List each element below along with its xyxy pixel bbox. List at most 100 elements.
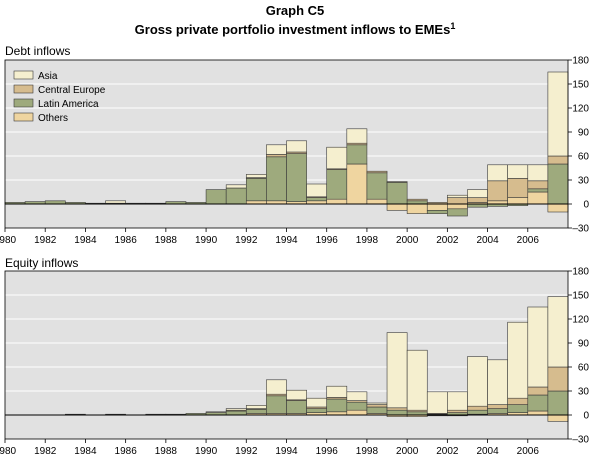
bar-others-1999 [386,203,408,211]
legend-swatch-latin-america [13,98,34,108]
x-tick-label: 2006 [517,446,540,457]
bar-latin-america-1992 [245,178,267,202]
bar-asia-1995 [306,183,328,198]
bar-asia-1998 [366,402,388,405]
bar-asia-2004 [487,359,508,405]
bar-latin-america-1993 [266,395,287,414]
bar-central-europe-2006 [527,180,549,190]
legend-label-central-europe: Central Europe [38,85,106,96]
bar-asia-1993 [266,379,287,395]
bar-central-europe-2005 [507,397,529,405]
y-tick-label: 30 [578,176,590,187]
bar-latin-america-2006 [527,188,549,193]
y-tick-label: 120 [572,104,589,115]
bar-central-europe-2007 [547,155,569,165]
x-tick-label: 1990 [195,446,218,457]
bar-asia-1994 [286,389,307,401]
x-tick-label: 2000 [396,446,419,457]
bar-latin-america-1998 [366,172,388,200]
bar-central-europe-2003 [467,197,488,203]
bar-central-europe-2004 [487,180,508,202]
bar-asia-2005 [507,164,529,179]
bar-others-2002 [447,203,468,210]
y-tick-label: 90 [578,128,590,139]
y-tick-label: 120 [572,315,589,326]
bar-central-europe-2007 [547,366,569,392]
bar-latin-america-1999 [386,409,408,416]
bar-latin-america-2007 [547,390,569,416]
bar-asia-1996 [326,385,348,398]
graph-label: Graph C5 [266,3,325,18]
bar-others-2006 [527,191,549,205]
y-tick-label: 60 [578,363,590,374]
x-tick-label: 1982 [34,446,57,457]
bar-others-1997 [346,163,368,205]
y-tick-label: 90 [578,339,590,350]
bar-central-europe-2006 [527,386,549,396]
legend-label-others: Others [38,113,68,124]
chart-title: Gross private portfolio investment inflo… [135,21,456,37]
x-tick-label: 2004 [476,446,499,457]
bar-central-europe-2005 [507,178,529,198]
panel-title: Debt inflows [5,44,70,58]
y-tick-label: 60 [578,152,590,163]
bar-latin-america-2005 [507,404,529,413]
bar-latin-america-1996 [326,169,348,200]
bar-asia-1990 [205,411,227,413]
bar-asia-2007 [547,296,569,368]
x-tick-label: 1992 [235,235,258,246]
bar-latin-america-2001 [426,210,448,214]
x-tick-label: 1994 [275,235,298,246]
panel-title: Equity inflows [5,256,78,270]
y-tick-label: 180 [572,267,589,278]
y-tick-label: 0 [583,411,589,422]
bar-asia-2000 [406,349,428,411]
bar-others-1997 [346,409,368,416]
bar-central-europe-1998 [366,170,388,174]
x-tick-label: 1996 [316,446,339,457]
bar-others-2000 [406,203,428,214]
bar-central-europe-2002 [447,409,468,413]
legend-swatch-others [13,112,34,122]
x-tick-label: 1998 [356,235,379,246]
bar-latin-america-1993 [266,156,287,202]
x-tick-label: 1994 [275,446,298,457]
bar-others-2007 [547,203,569,213]
bar-latin-america-2006 [527,394,549,412]
x-tick-label: 1986 [115,235,138,246]
bar-others-1996 [326,198,348,205]
bar-central-europe-1999 [386,407,408,411]
bar-asia-1997 [346,391,368,401]
bar-central-europe-1999 [386,181,408,183]
bar-asia-2002 [447,391,468,411]
bar-others-2001 [426,203,448,211]
legend-swatch-central-europe [13,84,34,94]
x-tick-label: 1984 [74,235,97,246]
legend-swatch-asia [13,70,34,80]
bar-latin-america-1997 [346,144,368,165]
bar-central-europe-2004 [487,404,508,409]
x-tick-label: 2002 [436,446,459,457]
x-tick-label: 1996 [316,235,339,246]
bar-latin-america-2003 [467,409,488,415]
x-tick-label: 1980 [0,235,17,246]
y-tick-label: 150 [572,291,589,302]
bar-central-europe-2003 [467,405,488,411]
chart-title-text: Gross private portfolio investment inflo… [135,22,451,37]
bar-central-europe-1993 [266,154,287,158]
bar-latin-america-1994 [286,153,307,202]
bar-asia-2003 [467,356,488,407]
bar-latin-america-1994 [286,400,307,414]
bar-asia-2007 [547,71,569,157]
bar-others-2005 [507,197,529,205]
bar-latin-america-1995 [306,408,328,413]
x-tick-label: 1988 [155,446,178,457]
bar-latin-america-2004 [487,408,508,414]
bar-asia-2001 [426,391,448,414]
bar-central-europe-1998 [366,404,388,408]
x-tick-label: 1984 [74,446,97,457]
bar-central-europe-2000 [406,198,428,202]
bar-latin-america-2002 [447,208,468,217]
